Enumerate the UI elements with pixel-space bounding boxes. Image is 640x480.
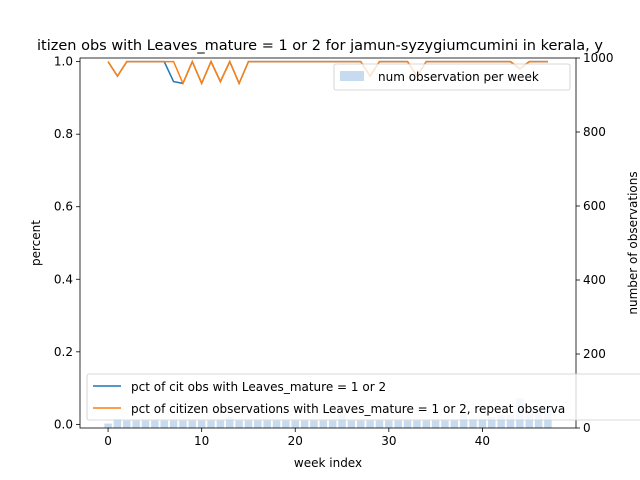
bar [328,420,337,428]
legend-lower: pct of cit obs with Leaves_mature = 1 or… [86,373,640,421]
bar [319,420,328,428]
bar [394,420,402,428]
y-axis-label: percent [29,220,43,266]
legend-upper: num observation per week [333,63,571,91]
bar [141,420,150,428]
y-tick-label: 0.6 [54,200,73,214]
legend-lower-frame [86,373,640,421]
bar [104,423,112,428]
y-tick-label: 0.8 [54,127,73,141]
bar [300,420,309,428]
bar [263,420,271,428]
bar [151,420,159,428]
bar [441,420,449,428]
bar [450,420,459,428]
x-tick-label: 40 [475,434,490,448]
y-tick-label: 1.0 [54,55,73,69]
bar [179,420,187,428]
series-line-2 [107,59,548,86]
legend-bar-label: num observation per week [378,70,539,84]
bar [385,420,393,428]
legend-bar-swatch [340,71,364,81]
bar [188,420,197,428]
x-tick-label: 20 [288,434,303,448]
bar [282,420,290,428]
bar [272,420,281,428]
y-axis-right: 0 200 400 600 800 1000 [576,51,614,435]
x-tick-label: 30 [381,434,396,448]
y2-tick-label: 800 [583,125,606,139]
bar [478,418,487,428]
bar [207,420,215,428]
y2-axis-label: number of observations [626,171,640,314]
legend-series-2-label: pct of citizen observations with Leaves_… [131,402,565,416]
bar [488,416,496,428]
bar [197,420,206,428]
bar [403,420,412,428]
bar [422,420,431,428]
y2-tick-label: 0 [583,421,591,435]
bar [291,420,299,428]
x-axis: 0 10 20 30 40 [104,428,490,448]
bar [357,420,365,428]
y2-tick-label: 1000 [583,51,614,65]
bar [347,420,356,428]
y2-tick-label: 200 [583,347,606,361]
bar [254,420,262,428]
y-axis-left: 0.0 0.2 0.4 0.6 0.8 1.0 [54,55,80,431]
bar [497,415,505,428]
bar [366,420,374,428]
bar [235,420,243,428]
bar [123,420,131,428]
legend-upper-frame [333,63,571,91]
bar [469,418,477,428]
bar [225,416,234,428]
x-tick-label: 10 [194,434,209,448]
bar [216,420,225,428]
bar [244,420,253,428]
bar [413,420,421,428]
bar [338,413,346,428]
bar [431,420,440,428]
plot-frame [79,57,577,429]
x-axis-label: week index [294,456,362,470]
x-tick-label: 0 [104,434,112,448]
y2-tick-label: 600 [583,199,606,213]
bar [132,420,140,428]
y-tick-label: 0.4 [54,272,73,286]
bar [169,420,178,428]
y-tick-label: 0.0 [54,417,73,431]
bar [113,418,122,428]
chart-title: itizen obs with Leaves_mature = 1 or 2 f… [37,38,603,54]
y-tick-label: 0.2 [54,345,73,359]
legend-series-1-label: pct of cit obs with Leaves_mature = 1 or… [131,380,386,394]
bar [160,420,168,428]
line-series [107,59,548,86]
bar [375,420,384,428]
bar [506,415,515,428]
bar [310,420,318,428]
y2-tick-label: 400 [583,273,606,287]
